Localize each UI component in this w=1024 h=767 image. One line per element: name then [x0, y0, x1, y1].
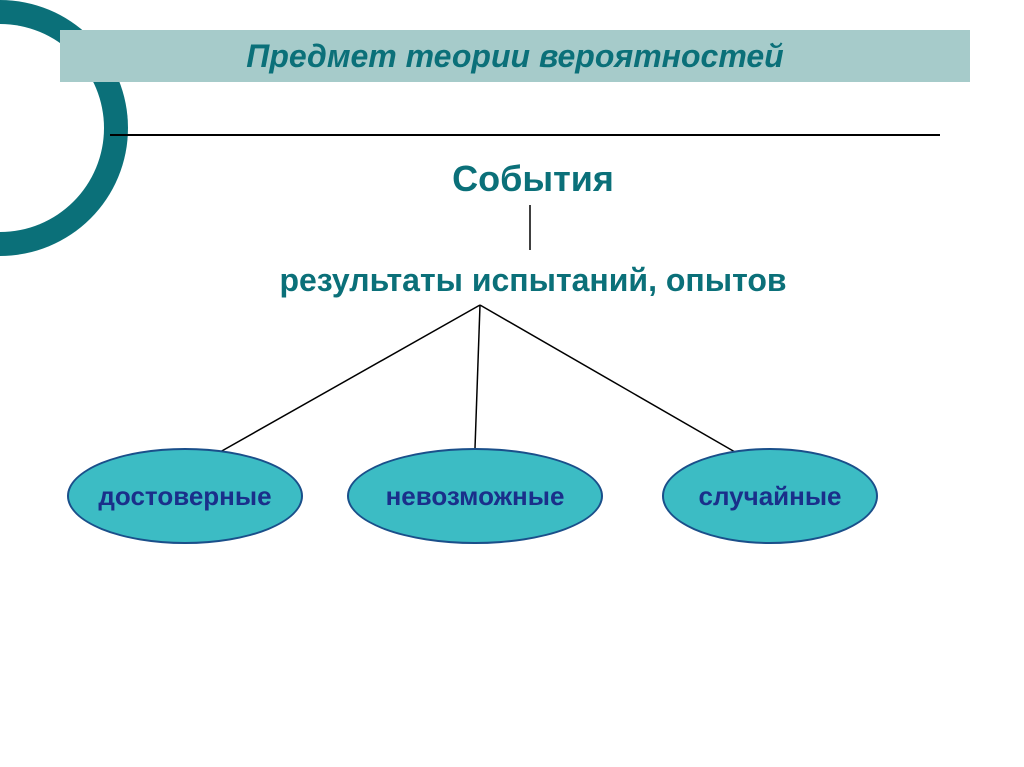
- node-random-label: случайные: [699, 481, 842, 512]
- diagram-edges: [0, 0, 1024, 767]
- node-impossible-label: невозможные: [386, 481, 565, 512]
- separator-line: [110, 134, 940, 136]
- edge-to-certain: [220, 305, 480, 452]
- node-certain-label: достоверные: [98, 481, 271, 512]
- edge-to-impossible: [475, 305, 480, 448]
- heading-events-text: События: [452, 158, 614, 199]
- slide-title-text: Предмет теории вероятностей: [246, 38, 783, 75]
- heading-results: результаты испытаний, опытов: [279, 262, 786, 299]
- node-impossible: невозможные: [347, 448, 603, 544]
- heading-events: События: [452, 158, 614, 200]
- node-random: случайные: [662, 448, 878, 544]
- edge-to-random: [480, 305, 735, 452]
- heading-results-text: результаты испытаний, опытов: [279, 262, 786, 298]
- node-certain: достоверные: [67, 448, 303, 544]
- slide-title-bar: Предмет теории вероятностей: [60, 30, 970, 82]
